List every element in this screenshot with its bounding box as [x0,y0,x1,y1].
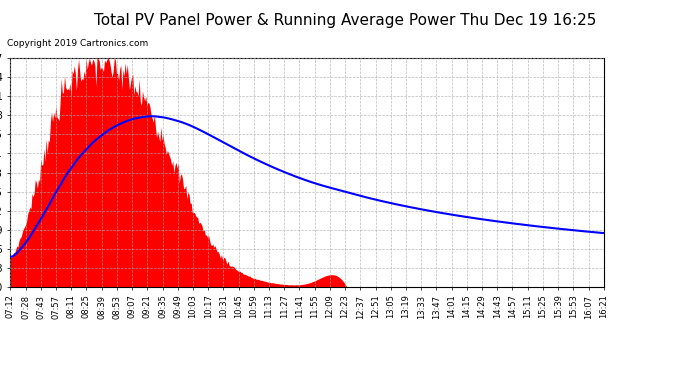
Text: Total PV Panel Power & Running Average Power Thu Dec 19 16:25: Total PV Panel Power & Running Average P… [94,13,596,28]
Text: Copyright 2019 Cartronics.com: Copyright 2019 Cartronics.com [7,39,148,48]
